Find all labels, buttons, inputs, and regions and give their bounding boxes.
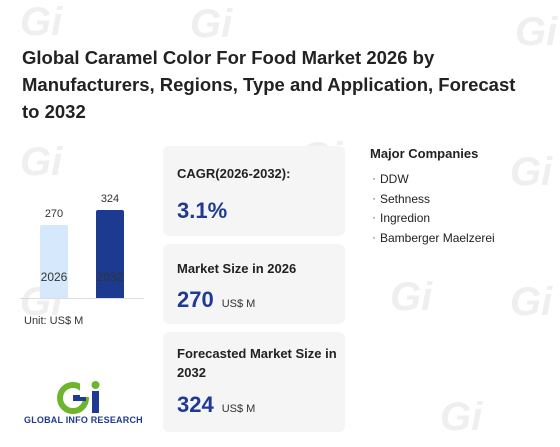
watermark-logo: Gi	[190, 2, 233, 46]
category-label-2032: 2032	[96, 270, 124, 284]
company-list: DDW Sethness Ingredion Bamberger Maelzer…	[372, 169, 495, 249]
unit-label: Unit: US$ M	[24, 315, 84, 327]
forecast-card: Forecasted Market Size in 2032 324 US$ M	[163, 332, 345, 432]
logo-mark-icon	[57, 381, 100, 414]
market-size-value: 270	[177, 287, 214, 312]
cagr-value: 3.1%	[177, 198, 228, 223]
cagr-label: CAGR(2026-2032):	[177, 166, 291, 181]
forecast-unit: US$ M	[221, 403, 256, 415]
market-size-label: Market Size in 2026	[177, 261, 297, 276]
company-item: Sethness	[372, 189, 495, 210]
market-size-unit: US$ M	[221, 298, 256, 310]
watermark-logo: Gi	[20, 0, 63, 44]
watermark-logo: Gi	[510, 280, 553, 324]
forecast-label: Forecasted Market Size in 2032	[177, 346, 337, 380]
category-label-2026: 2026	[40, 270, 68, 284]
company-item: Ingredion	[372, 208, 495, 229]
brand-logo: GLOBAL INFO RESEARCH	[24, 381, 149, 427]
x-axis-line	[20, 298, 144, 299]
company-item: DDW	[372, 169, 495, 190]
watermark-logo: Gi	[440, 395, 483, 439]
page-title: Global Caramel Color For Food Market 202…	[22, 47, 516, 122]
forecast-value: 324	[177, 392, 214, 417]
bar-2032	[96, 210, 124, 298]
companies-title: Major Companies	[370, 146, 479, 161]
bar-2026	[40, 225, 68, 298]
forecast-value-row: 324 US$ M	[177, 392, 255, 418]
market-size-value-row: 270 US$ M	[177, 287, 255, 313]
market-size-card: Market Size in 2026 270 US$ M	[163, 244, 345, 324]
bar-chart: 270 324 2026 2032	[20, 170, 150, 300]
data-label-2026: 270	[44, 208, 64, 220]
watermark-logo: Gi	[390, 275, 433, 319]
company-item: Bamberger Maelzerei	[372, 228, 495, 249]
cagr-card: CAGR(2026-2032): 3.1%	[163, 146, 345, 236]
data-label-2032: 324	[100, 193, 120, 205]
watermark-logo: Gi	[510, 150, 553, 194]
logo-text: GLOBAL INFO RESEARCH	[24, 415, 143, 425]
